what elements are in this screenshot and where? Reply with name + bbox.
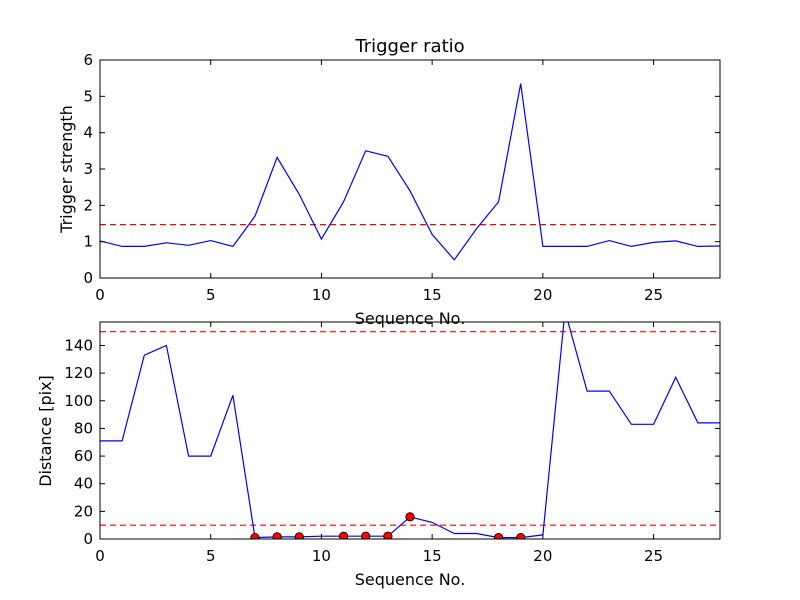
x-tick-label: 5 [206, 547, 216, 565]
y-tick-label: 6 [83, 51, 93, 69]
data-point [405, 512, 415, 522]
data-point [294, 532, 304, 539]
y-tick-label: 1 [83, 233, 93, 251]
x-tick-label: 0 [95, 547, 105, 565]
y-tick-label: 140 [64, 336, 93, 354]
x-tick-label: 15 [423, 547, 442, 565]
plot-title: Trigger ratio [354, 36, 464, 57]
data-point [361, 531, 371, 539]
y-tick-label: 20 [74, 502, 93, 520]
x-tick-label: 10 [312, 547, 331, 565]
x-axis-label: Sequence No. [355, 309, 466, 328]
x-tick-label: 10 [312, 286, 331, 304]
plot-area [100, 322, 720, 539]
y-tick-label: 60 [74, 447, 93, 465]
y-tick-label: 0 [83, 269, 93, 287]
x-tick-label: 20 [533, 547, 552, 565]
data-point [383, 531, 393, 539]
y-tick-label: 120 [64, 364, 93, 382]
y-tick-label: 40 [74, 475, 93, 493]
series-line [100, 83, 720, 261]
y-tick-label: 80 [74, 419, 93, 437]
data-point [493, 532, 504, 539]
plot-area [100, 83, 720, 261]
trigger-ratio-plot: Trigger ratio Sequence No. Trigger stren… [57, 36, 721, 328]
data-point [250, 532, 260, 539]
x-tick-label: 25 [644, 547, 663, 565]
y-tick-label: 0 [83, 530, 93, 548]
data-point [516, 532, 526, 539]
distance-plot: Sequence No. Distance [pix] 0 5 10 15 20 25 0 2… [36, 321, 721, 589]
y-tick-label: 100 [64, 392, 93, 410]
x-axis-label: Sequence No. [355, 570, 466, 589]
data-point [272, 532, 282, 539]
plot-frame [99, 321, 721, 540]
y-tick-label: 4 [83, 124, 93, 142]
y-tick-label: 5 [83, 87, 93, 105]
x-tick-label: 25 [644, 286, 663, 304]
x-tick-label: 15 [423, 286, 442, 304]
data-point [338, 531, 349, 539]
y-tick-label: 3 [83, 160, 93, 178]
y-axis-label: Distance [pix] [36, 375, 55, 487]
x-tick-label: 5 [206, 286, 216, 304]
y-tick-label: 2 [83, 196, 93, 214]
y-axis-label: Trigger strength [57, 105, 76, 234]
x-tick-label: 20 [533, 286, 552, 304]
x-tick-label: 0 [95, 286, 105, 304]
